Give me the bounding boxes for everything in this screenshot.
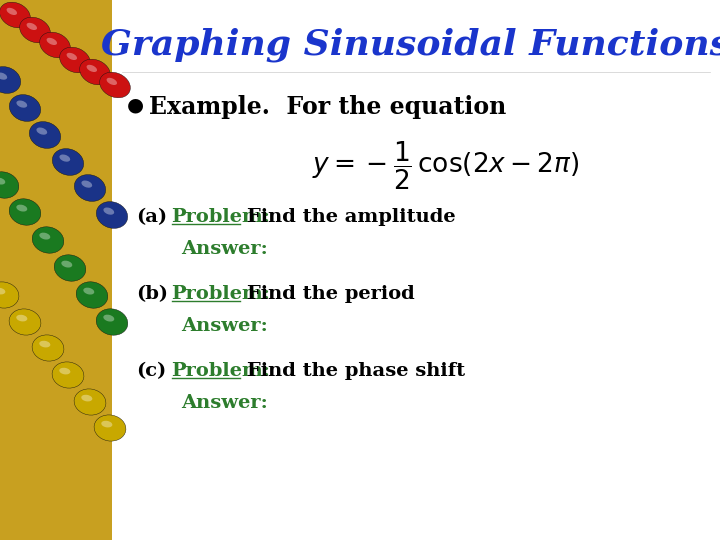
Ellipse shape — [47, 38, 57, 45]
Ellipse shape — [53, 148, 84, 176]
Ellipse shape — [0, 178, 5, 185]
Ellipse shape — [99, 72, 130, 98]
Ellipse shape — [30, 122, 60, 148]
Ellipse shape — [104, 207, 114, 215]
Ellipse shape — [9, 309, 41, 335]
Text: ●: ● — [127, 95, 143, 114]
Ellipse shape — [96, 201, 127, 228]
Ellipse shape — [6, 8, 17, 15]
Ellipse shape — [61, 261, 72, 267]
Ellipse shape — [17, 205, 27, 212]
Bar — [0, 0, 112, 540]
Text: Graphing Sinusoidal Functions: Graphing Sinusoidal Functions — [102, 28, 720, 63]
Ellipse shape — [74, 389, 106, 415]
Text: Example.  For the equation: Example. For the equation — [148, 95, 506, 119]
Ellipse shape — [54, 255, 86, 281]
Ellipse shape — [52, 362, 84, 388]
Ellipse shape — [107, 78, 117, 85]
Text: Find the phase shift: Find the phase shift — [246, 362, 464, 380]
Ellipse shape — [84, 288, 94, 294]
Ellipse shape — [9, 94, 40, 122]
Ellipse shape — [76, 282, 108, 308]
Ellipse shape — [96, 309, 128, 335]
Text: Answer:: Answer: — [181, 317, 269, 335]
Text: Find the amplitude: Find the amplitude — [246, 208, 455, 226]
Ellipse shape — [40, 341, 50, 347]
Ellipse shape — [37, 127, 48, 134]
Ellipse shape — [27, 23, 37, 30]
Ellipse shape — [0, 2, 30, 28]
Text: Problem:: Problem: — [171, 362, 271, 380]
Ellipse shape — [0, 288, 5, 294]
Ellipse shape — [40, 233, 50, 240]
Text: (b): (b) — [137, 285, 168, 303]
Ellipse shape — [0, 66, 21, 93]
Ellipse shape — [102, 421, 112, 428]
Text: Answer:: Answer: — [181, 240, 269, 258]
Text: Problem:: Problem: — [171, 285, 271, 303]
Text: Find the period: Find the period — [246, 285, 414, 303]
Ellipse shape — [17, 315, 27, 321]
Ellipse shape — [32, 227, 64, 253]
Ellipse shape — [94, 415, 126, 441]
Text: Answer:: Answer: — [181, 394, 269, 412]
Ellipse shape — [66, 53, 77, 60]
Text: Problem:: Problem: — [171, 208, 271, 226]
Ellipse shape — [86, 65, 97, 72]
Ellipse shape — [104, 315, 114, 321]
Ellipse shape — [80, 59, 110, 85]
Ellipse shape — [81, 180, 92, 188]
Ellipse shape — [19, 17, 50, 43]
Ellipse shape — [60, 47, 91, 73]
Ellipse shape — [0, 172, 19, 198]
Text: $y = -\dfrac{1}{2}\,\cos(2x - 2\pi)$: $y = -\dfrac{1}{2}\,\cos(2x - 2\pi)$ — [312, 140, 580, 192]
Text: (c): (c) — [137, 362, 167, 380]
Ellipse shape — [40, 32, 71, 58]
Ellipse shape — [59, 368, 71, 374]
Ellipse shape — [32, 335, 64, 361]
Ellipse shape — [9, 199, 41, 225]
Text: (a): (a) — [137, 208, 168, 226]
Ellipse shape — [0, 282, 19, 308]
Ellipse shape — [81, 395, 92, 401]
Ellipse shape — [60, 154, 70, 161]
Ellipse shape — [74, 174, 106, 201]
Ellipse shape — [17, 100, 27, 107]
Ellipse shape — [0, 72, 7, 80]
